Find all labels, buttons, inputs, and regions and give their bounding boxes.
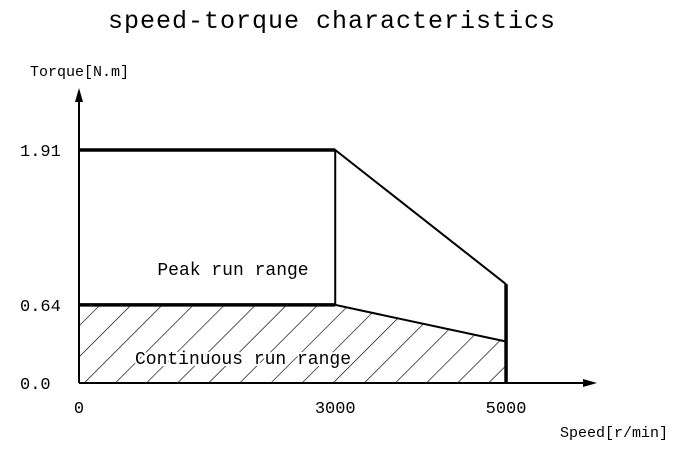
continuous-region-label: Continuous run range: [135, 350, 351, 370]
y-tick-label: 0.64: [20, 298, 61, 317]
x-tick-label: 0: [74, 400, 84, 419]
x-tick-label: 5000: [486, 400, 527, 419]
x-axis-arrow: [583, 379, 597, 387]
continuous-run-region: [79, 304, 507, 383]
chart-title: speed-torque characteristics: [108, 7, 556, 36]
peak-region-label: Peak run range: [157, 261, 308, 281]
x-tick-label: 3000: [315, 400, 356, 419]
x-axis-label: Speed[r/min]: [560, 425, 668, 442]
y-tick-label: 1.91: [20, 143, 61, 162]
y-axis-label: Torque[N.m]: [30, 64, 129, 81]
y-axis-arrow: [75, 88, 83, 102]
y-tick-label: 0.0: [20, 376, 51, 395]
